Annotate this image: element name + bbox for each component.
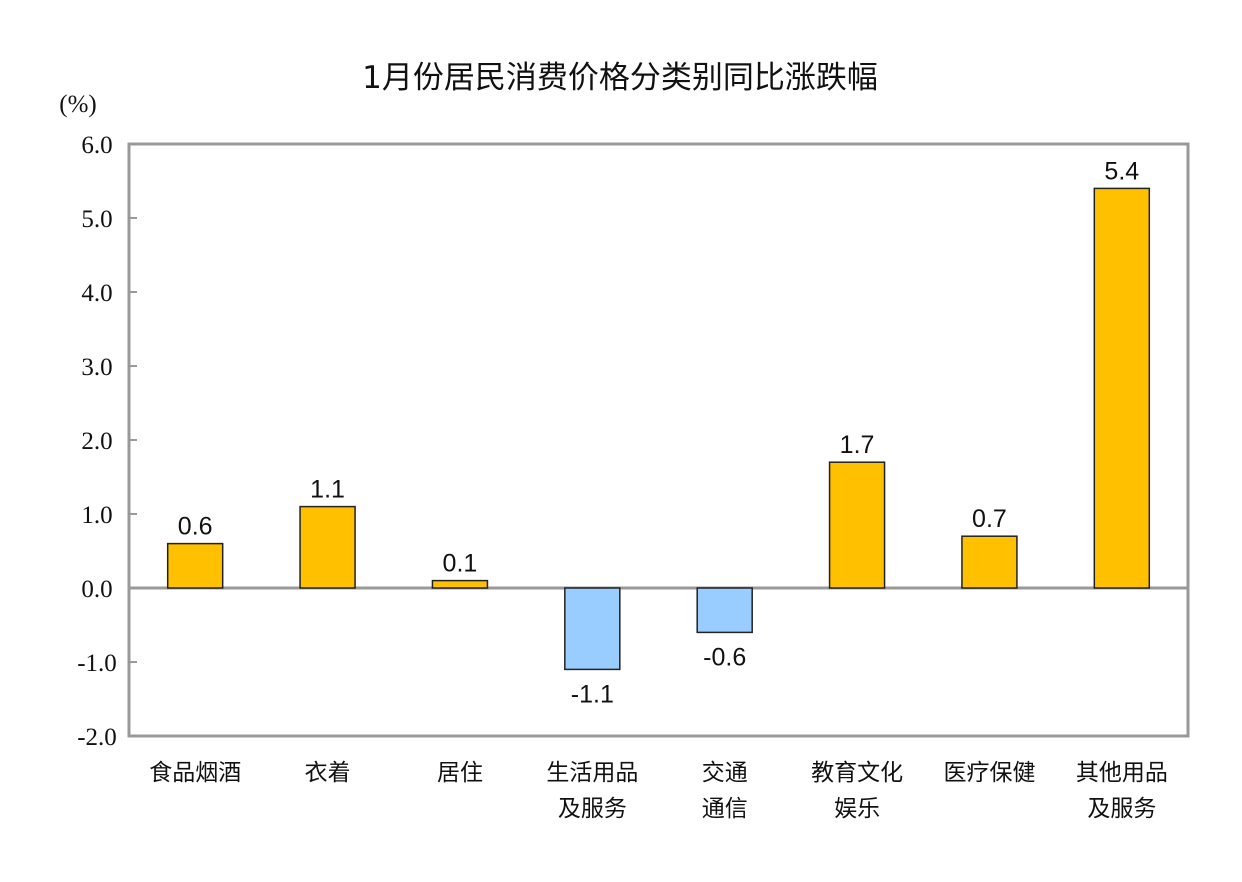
data-label: 0.1: [443, 550, 478, 578]
y-tick-label: 5.0: [81, 206, 112, 233]
data-label: -1.1: [571, 680, 614, 708]
x-category-label: 通信: [702, 796, 748, 822]
y-tick-label: 3.0: [81, 354, 112, 381]
data-label: 0.6: [178, 513, 213, 541]
chart-title: 1月份居民消费价格分类别同比涨跌幅: [362, 60, 878, 96]
x-category-label: 教育文化: [811, 760, 903, 786]
x-category-label: 及服务: [558, 796, 627, 822]
y-tick-label: -2.0: [77, 724, 117, 751]
y-axis-unit: (%): [59, 91, 96, 118]
data-label: 0.7: [972, 505, 1007, 533]
x-category-label: 其他用品: [1076, 760, 1168, 786]
bar: [696, 587, 753, 634]
bar: [961, 535, 1018, 589]
y-tick-label: -1.0: [77, 650, 117, 677]
x-category-label: 衣着: [305, 760, 351, 786]
y-tick-label: 6.0: [81, 132, 112, 159]
y-tick-label: 0.0: [81, 576, 112, 603]
y-tick-label: 4.0: [81, 280, 112, 307]
bar: [431, 579, 489, 589]
y-tick-label: 1.0: [81, 502, 112, 529]
y-tick-label: 2.0: [81, 428, 112, 455]
x-category-label: 生活用品: [546, 760, 638, 786]
bar: [564, 587, 621, 671]
x-category-label: 食品烟酒: [149, 760, 241, 786]
bar: [1093, 187, 1151, 589]
data-label: 1.1: [310, 476, 345, 504]
data-label: -0.6: [703, 643, 746, 671]
x-category-label: 居住: [437, 760, 483, 786]
x-category-label: 医疗保健: [943, 760, 1035, 786]
data-label: 1.7: [840, 431, 875, 459]
plot-frame: [127, 142, 1190, 738]
x-category-label: 及服务: [1087, 796, 1156, 822]
bar: [299, 505, 356, 589]
x-category-label: 交通: [702, 760, 748, 786]
data-label: 5.4: [1104, 157, 1139, 185]
x-category-label: 娱乐: [834, 796, 880, 822]
bar: [828, 461, 886, 589]
bar: [166, 542, 224, 589]
